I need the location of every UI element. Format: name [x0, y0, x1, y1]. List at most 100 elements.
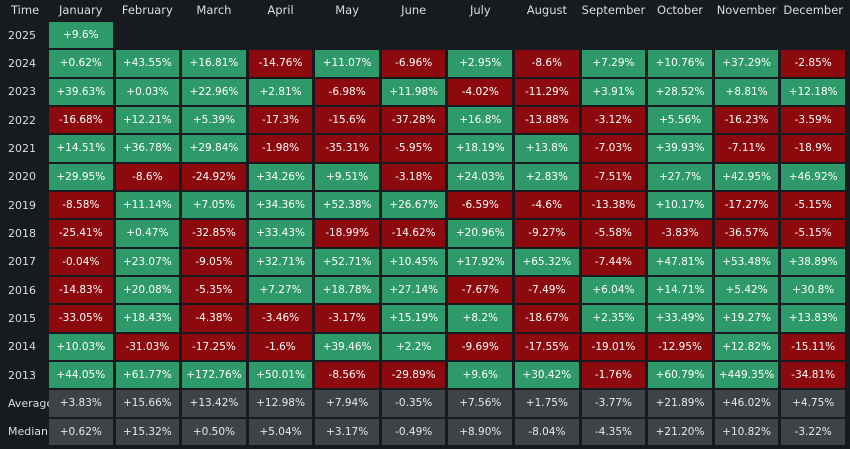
median-cell-november: +10.82%	[714, 418, 779, 445]
cell-2015-february: +18.43%	[115, 305, 180, 332]
cell-2021-june: -5.95%	[381, 135, 446, 162]
cell-2014-march: -17.25%	[182, 333, 246, 360]
cell-2014-may: +39.46%	[315, 333, 379, 360]
cell-2015-january: -33.05%	[49, 305, 113, 332]
cell-2022-july: +16.8%	[448, 107, 513, 134]
median-cell-june: -0.49%	[381, 418, 446, 445]
row-label-2019: 2019	[8, 198, 36, 212]
cell-2019-june: +26.67%	[381, 192, 446, 219]
average-cell-may: +7.94%	[315, 390, 379, 417]
cell-2024-september: +7.29%	[581, 50, 646, 77]
month-header-march: March	[196, 3, 232, 17]
cell-2014-november: +12.82%	[714, 333, 779, 360]
cell-2017-january: -0.04%	[49, 248, 113, 275]
month-header-november: November	[716, 3, 777, 17]
average-cell-july: +7.56%	[448, 390, 513, 417]
cell-2019-march: +7.05%	[182, 192, 246, 219]
row-label-2021: 2021	[8, 141, 36, 155]
cell-2015-april: -3.46%	[248, 305, 313, 332]
cell-2020-march: -24.92%	[182, 163, 246, 190]
cell-2020-september: -7.51%	[581, 163, 646, 190]
cell-2020-november: +42.95%	[714, 163, 779, 190]
month-header-december: December	[783, 3, 844, 17]
cell-2016-october: +14.71%	[648, 277, 712, 304]
cell-empty	[116, 22, 180, 48]
cell-2015-july: +8.2%	[448, 305, 513, 332]
cell-2016-september: +6.04%	[581, 277, 646, 304]
cell-2014-december: -15.11%	[781, 333, 845, 360]
cell-2020-august: +2.83%	[515, 163, 579, 190]
cell-2023-june: +11.98%	[381, 78, 446, 105]
cell-2014-june: +2.2%	[381, 333, 446, 360]
month-header-july: July	[469, 3, 491, 17]
cell-2014-august: -17.55%	[515, 333, 579, 360]
cell-2015-march: -4.38%	[182, 305, 246, 332]
cell-2017-september: -7.44%	[581, 248, 646, 275]
cell-2024-march: +16.81%	[182, 50, 246, 77]
average-cell-december: +4.75%	[781, 390, 845, 417]
cell-2022-september: -3.12%	[581, 107, 646, 134]
cell-2020-april: +34.26%	[248, 163, 313, 190]
month-header-september: September	[581, 3, 646, 17]
month-header-february: February	[121, 3, 173, 17]
cell-2023-february: +0.03%	[115, 78, 180, 105]
cell-2015-october: +33.49%	[648, 305, 712, 332]
average-cell-february: +15.66%	[115, 390, 180, 417]
cell-2018-january: -25.41%	[49, 220, 113, 247]
cell-2019-april: +34.36%	[248, 192, 313, 219]
cell-2015-november: +19.27%	[714, 305, 779, 332]
row-label-2018: 2018	[8, 226, 36, 240]
cell-2021-september: -7.03%	[581, 135, 646, 162]
cell-2013-august: +30.42%	[515, 362, 579, 389]
cell-2022-march: +5.39%	[182, 107, 246, 134]
cell-2017-july: +17.92%	[448, 248, 513, 275]
cell-2021-april: -1.98%	[248, 135, 313, 162]
cell-empty	[715, 22, 779, 48]
cell-2016-january: -14.83%	[49, 277, 113, 304]
cell-2021-november: -7.11%	[714, 135, 779, 162]
month-header-august: August	[526, 3, 567, 17]
median-cell-march: +0.50%	[182, 418, 246, 445]
cell-2018-february: +0.47%	[115, 220, 180, 247]
cell-2016-march: -5.35%	[182, 277, 246, 304]
cell-2021-january: +14.51%	[49, 135, 113, 162]
time-header: Time	[11, 3, 40, 17]
cell-2018-august: -9.27%	[515, 220, 579, 247]
month-header-may: May	[335, 3, 359, 17]
cell-2018-april: +33.43%	[248, 220, 313, 247]
cell-2022-may: -15.6%	[315, 107, 379, 134]
cell-2019-december: -5.15%	[781, 192, 845, 219]
cell-2019-january: -8.58%	[49, 192, 113, 219]
row-label-2025: 2025	[8, 28, 36, 42]
cell-2024-february: +43.55%	[115, 50, 180, 77]
cell-2022-january: -16.68%	[49, 107, 113, 134]
row-label-2020: 2020	[8, 170, 36, 184]
cell-2022-april: -17.3%	[248, 107, 313, 134]
row-label-2022: 2022	[8, 113, 36, 127]
row-label-average: Average	[8, 396, 54, 410]
month-header-october: October	[657, 3, 704, 17]
cell-2025-january: +9.6%	[49, 22, 113, 49]
cell-2022-june: -37.28%	[381, 107, 446, 134]
median-cell-july: +8.90%	[448, 418, 513, 445]
median-cell-september: -4.35%	[581, 418, 646, 445]
cell-2024-december: -2.85%	[781, 50, 845, 77]
cell-empty	[315, 22, 379, 48]
cell-empty	[182, 22, 246, 48]
cell-2023-april: +2.81%	[248, 78, 313, 105]
cell-2015-december: +13.83%	[781, 305, 845, 332]
cell-2016-may: +18.78%	[315, 277, 379, 304]
cell-2013-april: +50.01%	[248, 362, 313, 389]
cell-2017-december: +38.89%	[781, 248, 845, 275]
cell-2017-october: +47.81%	[648, 248, 712, 275]
median-cell-october: +21.20%	[648, 418, 712, 445]
cell-2021-may: -35.31%	[315, 135, 379, 162]
cell-empty	[781, 22, 845, 48]
cell-2018-may: -18.99%	[315, 220, 379, 247]
row-label-2015: 2015	[8, 311, 36, 325]
median-cell-april: +5.04%	[248, 418, 313, 445]
cell-2020-june: -3.18%	[381, 163, 446, 190]
cell-empty	[515, 22, 579, 48]
cell-2021-december: -18.9%	[781, 135, 845, 162]
cell-empty	[448, 22, 512, 48]
